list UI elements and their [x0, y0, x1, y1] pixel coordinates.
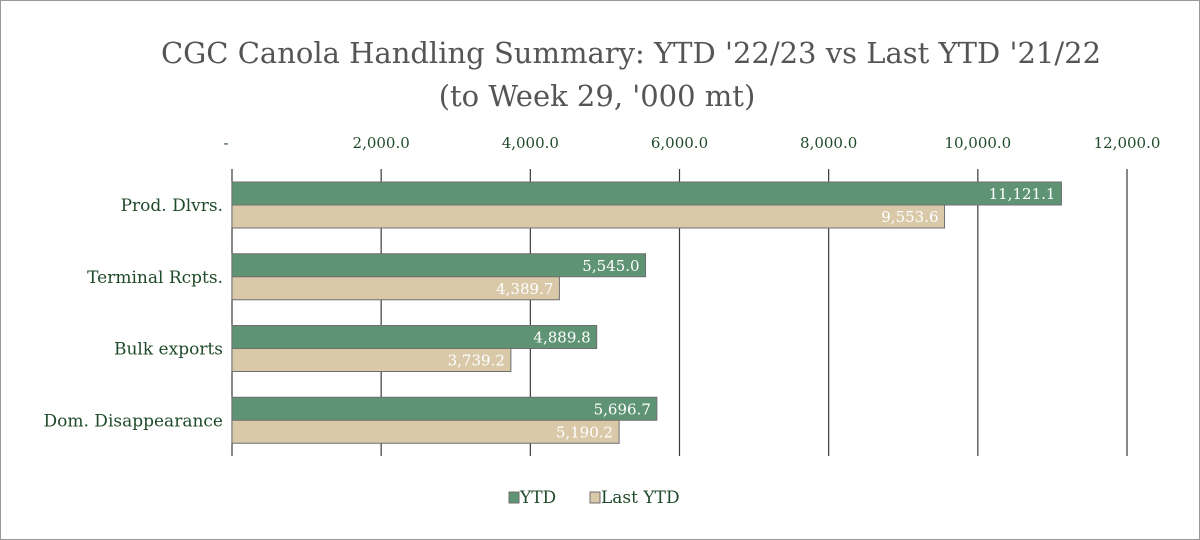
x-tick-label: 12,000.0: [1094, 134, 1161, 152]
category-label: Dom. Disappearance: [44, 411, 223, 431]
x-tick-label: 8,000.0: [800, 134, 857, 152]
x-axis-ticks: - 2,000.0 4,000.0 6,000.0 8,000.0 10,000.0 12,…: [223, 134, 1160, 152]
x-tick-label: -: [223, 134, 228, 152]
category-label: Bulk exports: [114, 340, 223, 360]
chart-title: CGC Canola Handling Summary: YTD '22/23 …: [161, 36, 1101, 70]
x-tick-label: 4,000.0: [502, 134, 559, 152]
x-tick-label: 10,000.0: [944, 134, 1011, 152]
category-labels: Prod. Dlvrs. Terminal Rcpts. Bulk exports D…: [44, 196, 223, 431]
data-label: 4,389.7: [496, 280, 553, 298]
data-label: 5,545.0: [582, 257, 639, 275]
legend-label: YTD: [519, 488, 556, 508]
legend-swatch: [508, 491, 520, 504]
legend-label: Last YTD: [601, 488, 680, 508]
category-label: Terminal Rcpts.: [87, 268, 223, 288]
legend-swatch: [589, 491, 601, 504]
x-tick-label: 2,000.0: [353, 134, 410, 152]
data-label: 3,739.2: [448, 352, 505, 370]
data-label: 4,889.8: [533, 329, 590, 347]
bars: 11,121.1 9,553.6 5,545.0 4,389.7 4,889.8 3,73…: [231, 181, 1062, 444]
x-tick-label: 6,000.0: [651, 134, 708, 152]
data-label: 11,121.1: [989, 185, 1056, 203]
bar: [231, 419, 620, 444]
data-label: 5,696.7: [594, 400, 651, 418]
category-label: Prod. Dlvrs.: [121, 196, 223, 216]
bar: [231, 181, 1062, 206]
data-label: 9,553.6: [881, 208, 938, 226]
bar: [231, 204, 946, 229]
bar: [231, 276, 560, 301]
bar: [231, 348, 512, 372]
data-label: 5,190.2: [556, 423, 613, 441]
chart-subtitle: (to Week 29, '000 mt): [439, 79, 756, 113]
legend: YTD Last YTD: [508, 488, 680, 508]
